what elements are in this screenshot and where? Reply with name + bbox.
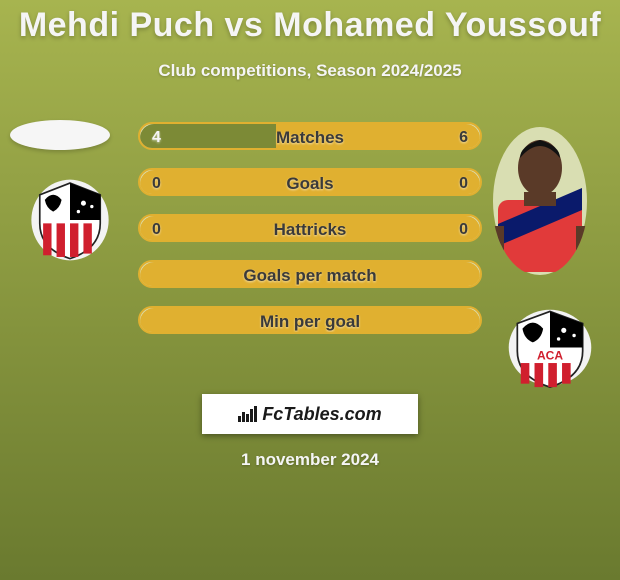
bar-value-left: 0 xyxy=(152,216,161,242)
club-right-crest: ACA xyxy=(500,308,600,394)
watermark-box: FcTables.com xyxy=(202,394,418,434)
bar-value-left: 0 xyxy=(152,170,161,196)
bar-label: Hattricks xyxy=(140,216,480,242)
shield-icon xyxy=(28,178,112,262)
bar-label: Goals per match xyxy=(140,262,480,288)
watermark-label: FcTables.com xyxy=(238,404,381,425)
watermark-text: FcTables.com xyxy=(262,404,381,425)
bar-label: Goals xyxy=(140,170,480,196)
stat-row: Goals0 0 xyxy=(138,168,482,196)
stat-row: Goals per match xyxy=(138,260,482,288)
bar-label: Min per goal xyxy=(140,308,480,334)
chart-bars-icon xyxy=(238,406,258,422)
player-portrait-icon xyxy=(492,126,588,276)
stat-row: Matches4 6 xyxy=(138,122,482,150)
bar-value-right: 0 xyxy=(459,216,468,242)
comparison-infographic: Mehdi Puch vs Mohamed Youssouf Club comp… xyxy=(0,0,620,580)
stat-row: Hattricks0 0 xyxy=(138,214,482,242)
player-right-avatar xyxy=(492,126,588,276)
comparison-area: ACA Matches46Goals00Hattricks00Goals per… xyxy=(0,108,620,388)
page-subtitle: Club competitions, Season 2024/2025 xyxy=(0,61,620,81)
stat-bars: Matches46Goals00Hattricks00Goals per mat… xyxy=(138,122,482,352)
date-line: 1 november 2024 xyxy=(0,450,620,470)
club-left-crest xyxy=(28,178,112,262)
svg-text:ACA: ACA xyxy=(537,349,563,363)
bar-value-right: 6 xyxy=(459,124,468,150)
bar-value-left: 4 xyxy=(152,124,161,150)
stat-row: Min per goal xyxy=(138,306,482,334)
bar-value-right: 0 xyxy=(459,170,468,196)
shield-icon: ACA xyxy=(500,308,600,394)
page-title: Mehdi Puch vs Mohamed Youssouf xyxy=(0,6,620,45)
player-left-avatar xyxy=(10,120,110,150)
bar-label: Matches xyxy=(140,124,480,150)
